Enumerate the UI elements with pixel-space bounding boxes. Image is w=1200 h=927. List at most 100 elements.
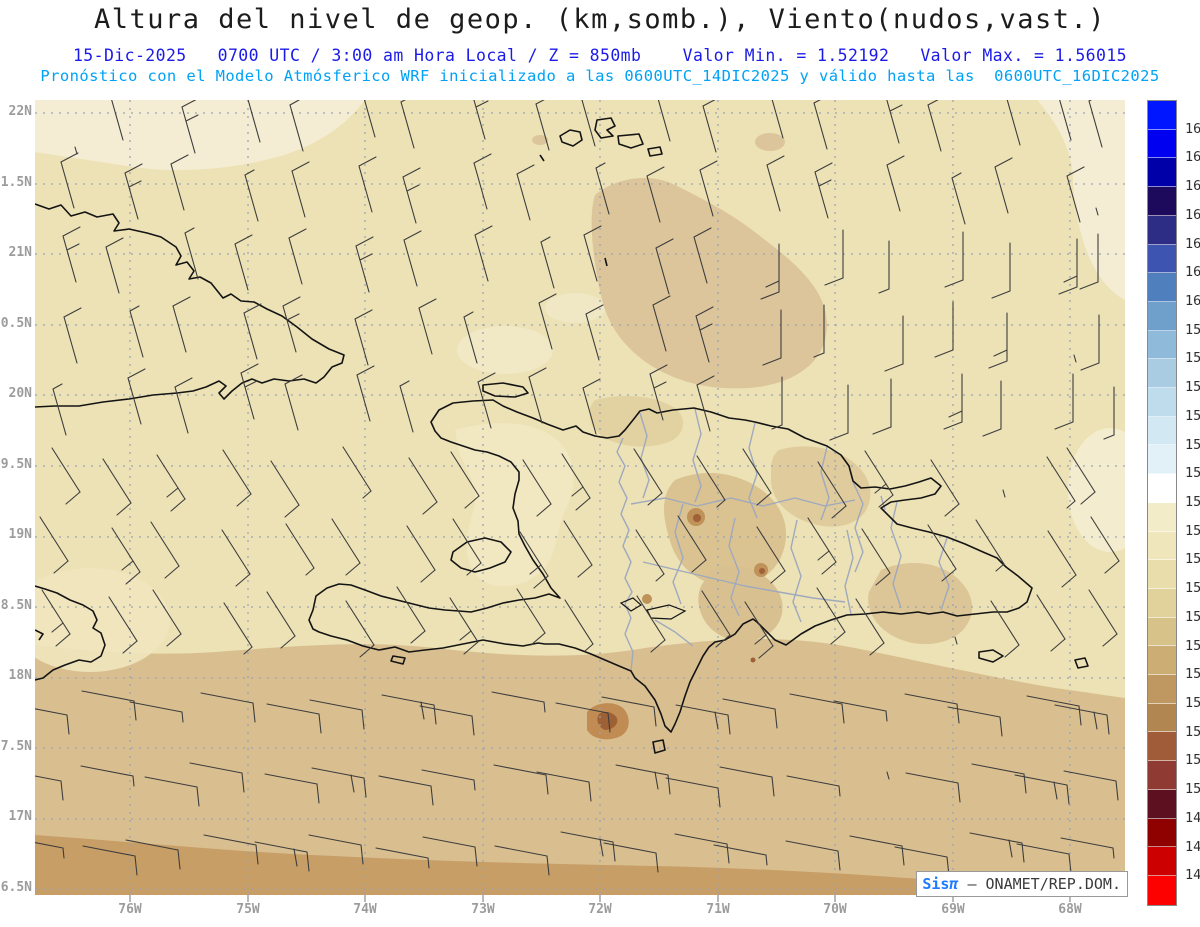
lon-label: 72W [588, 902, 612, 917]
colorbar-label: 1545 [1185, 580, 1200, 597]
lat-label: 0.5N [0, 316, 32, 331]
lat-label: 22N [8, 104, 32, 119]
lat-label: 19N [8, 527, 32, 542]
chart-subtitle-validtime: 15-Dic-2025 0700 UTC / 3:00 am Hora Loca… [72, 46, 1128, 65]
turks-caicos-islands [539, 117, 663, 267]
colorbar-segment [1148, 215, 1176, 245]
lat-label: 9.5N [0, 457, 32, 472]
province-borders [616, 408, 950, 672]
colorbar-segment [1148, 675, 1176, 704]
colorbar-segment [1148, 703, 1176, 733]
colorbar-label: 1605 [1185, 293, 1200, 309]
colorbar-label: 1617 [1185, 235, 1200, 252]
colorbar-segment [1148, 818, 1176, 848]
colorbar-segment [1148, 445, 1176, 475]
colorbar-segment [1148, 129, 1176, 159]
colorbar-segment [1148, 158, 1176, 188]
colorbar-label: 1587 [1185, 379, 1200, 396]
lon-label: 73W [471, 902, 495, 917]
colorbar-label: 1539 [1185, 608, 1200, 625]
lat-label: 7.5N [0, 739, 32, 754]
colorbar-label: 1503 [1185, 781, 1200, 798]
brand-sispi: Sisπ [922, 875, 959, 893]
lat-label: 20N [8, 386, 32, 401]
colorbar-segment [1148, 588, 1176, 618]
lon-label: 75W [236, 902, 260, 917]
brand-onamet-text: – ONAMET/REP.DOM. [958, 875, 1121, 893]
lon-label: 76W [118, 902, 142, 917]
colorbar-label: 1599 [1185, 321, 1200, 338]
colorbar-label: 1521 [1185, 695, 1200, 711]
colorbar-segment [1148, 875, 1176, 905]
colorbar-label: 1533 [1185, 637, 1200, 654]
terrain-brown-spots [587, 508, 768, 740]
hispaniola-coast [308, 399, 1033, 733]
colorbar-label: 1491 [1185, 838, 1200, 855]
colorbar-label: 1527 [1185, 666, 1200, 683]
lon-label: 70W [823, 902, 847, 917]
colorbar-segment [1148, 732, 1176, 762]
colorbar-segment [1148, 617, 1176, 647]
saona-island [978, 649, 1004, 663]
colorbar-label: 1497 [1185, 809, 1200, 826]
colorbar-label: 1581 [1185, 407, 1200, 424]
colorbar-label: 1593 [1185, 350, 1200, 367]
colorbar-label: 1509 [1185, 752, 1200, 769]
lon-label: 69W [941, 902, 965, 917]
colorbar-label: 1569 [1185, 465, 1200, 482]
colorbar-segment [1148, 761, 1176, 790]
colorbar-segment [1148, 502, 1176, 532]
colorbar-segment [1148, 244, 1176, 274]
colorbar-segment [1148, 301, 1176, 331]
lat-label: 17N [8, 809, 32, 824]
colorbar-label: 1557 [1185, 522, 1200, 539]
colorbar-label: 1575 [1185, 436, 1200, 453]
colorbar-label: 1485 [1185, 867, 1200, 884]
colorbar-segment [1148, 359, 1176, 389]
colorbar-segment [1148, 531, 1176, 561]
colorbar-segment [1148, 789, 1176, 819]
colorbar-segment [1148, 273, 1176, 302]
colorbar-segment [1148, 474, 1176, 503]
gonave-island [450, 537, 512, 573]
colorbar-label: 1611 [1185, 264, 1200, 281]
mona-island [1074, 657, 1089, 669]
colorbar-segment [1148, 187, 1176, 216]
wind-barbs [35, 100, 1120, 877]
beata-island [652, 739, 666, 754]
lon-label: 68W [1058, 902, 1082, 917]
colorbar-segment [1148, 330, 1176, 360]
colorbar-label: 1623 [1185, 206, 1200, 223]
weather-map [35, 100, 1125, 903]
lat-label: 8.5N [0, 598, 32, 613]
lon-label: 74W [353, 902, 377, 917]
colorbar-segment [1148, 847, 1176, 876]
colorbar-label: 1629 [1185, 178, 1200, 195]
ile-a-vache [390, 655, 406, 665]
graticule-grid [35, 100, 1125, 895]
colorbar-segment [1148, 560, 1176, 589]
brand-badge: Sisπ – ONAMET/REP.DOM. [916, 871, 1128, 897]
lat-label: 21N [8, 245, 32, 260]
cuba-coast [35, 203, 345, 408]
colorbar-segment [1148, 101, 1176, 130]
lon-label: 71W [706, 902, 730, 917]
colorbar-scale [1147, 100, 1177, 906]
colorbar-label: 1635 [1185, 149, 1200, 166]
chart-subtitle-model: Pronóstico con el Modelo Atmósferico WRF… [40, 67, 1160, 85]
colorbar-label: 1641 [1185, 120, 1200, 137]
pi-glyph: π [949, 875, 959, 893]
tortuga-island [482, 382, 529, 398]
lat-label: 6.5N [0, 880, 32, 895]
coastlines [35, 117, 1089, 754]
field-shading [35, 100, 1125, 895]
lat-label: 18N [8, 668, 32, 683]
colorbar: 1641 1635 1629 1623 1617 1611 1605 1599 1593 1587… [1147, 100, 1200, 906]
lat-label: 1.5N [0, 175, 32, 190]
colorbar-segment [1148, 388, 1176, 417]
colorbar-segment [1148, 646, 1176, 676]
jamaica-coast [35, 585, 106, 681]
colorbar-label: 1563 [1185, 494, 1200, 510]
colorbar-label: 1551 [1185, 551, 1200, 568]
